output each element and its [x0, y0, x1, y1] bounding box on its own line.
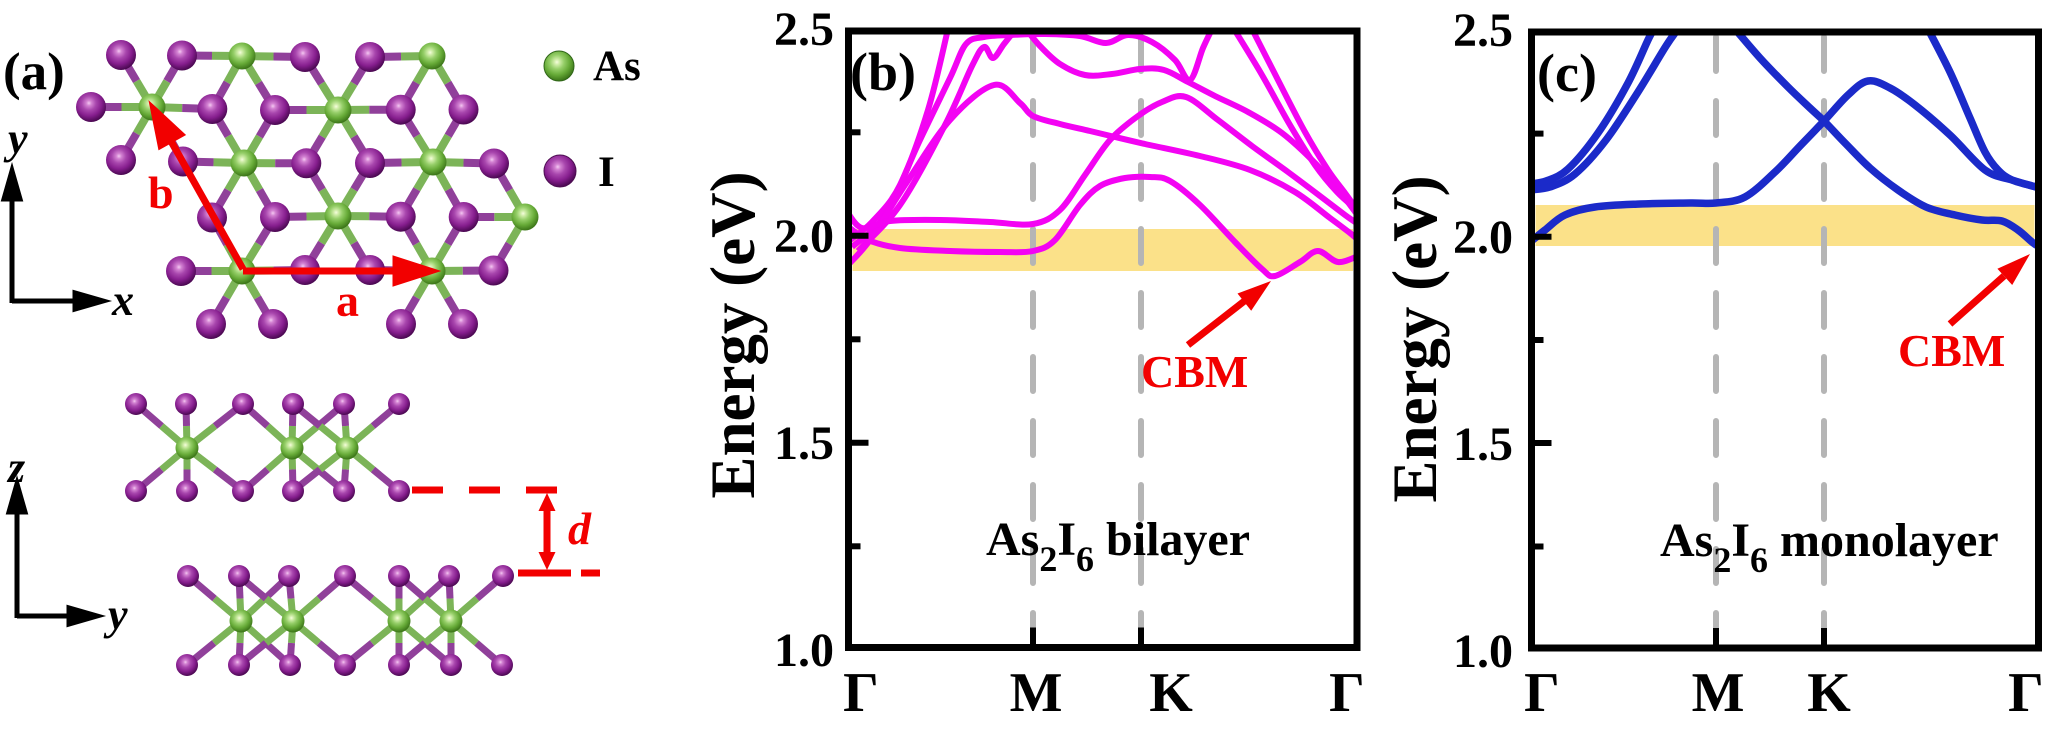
svg-text:Γ: Γ [843, 662, 879, 724]
svg-text:a: a [336, 275, 359, 326]
svg-text:1.5: 1.5 [1453, 418, 1513, 471]
svg-text:K: K [1807, 662, 1851, 724]
svg-text:(a): (a) [3, 43, 65, 101]
svg-text:Energy (eV): Energy (eV) [698, 171, 768, 498]
svg-text:2.0: 2.0 [1453, 211, 1513, 264]
svg-text:x: x [111, 276, 134, 325]
svg-text:Γ: Γ [2008, 662, 2044, 724]
svg-text:y: y [3, 114, 28, 163]
svg-text:Energy (eV): Energy (eV) [1380, 175, 1450, 502]
svg-text:Γ: Γ [1329, 662, 1365, 724]
svg-text:1.0: 1.0 [1453, 625, 1513, 678]
svg-text:2.5: 2.5 [774, 3, 834, 56]
svg-text:M: M [1692, 662, 1745, 724]
svg-text:1.5: 1.5 [774, 417, 834, 470]
svg-text:I: I [598, 149, 615, 196]
svg-text:K: K [1149, 662, 1193, 724]
svg-text:As: As [593, 43, 641, 90]
svg-text:2.5: 2.5 [1453, 4, 1513, 57]
svg-text:d: d [568, 503, 592, 554]
svg-text:z: z [6, 443, 25, 492]
svg-text:2.0: 2.0 [774, 210, 834, 263]
svg-text:M: M [1010, 662, 1063, 724]
svg-text:(c): (c) [1537, 43, 1597, 103]
svg-text:CBM: CBM [1141, 346, 1248, 397]
svg-text:1.0: 1.0 [774, 624, 834, 677]
svg-text:y: y [103, 590, 128, 639]
svg-text:Γ: Γ [1524, 662, 1560, 724]
svg-text:CBM: CBM [1898, 325, 2005, 376]
svg-text:(b): (b) [850, 42, 916, 102]
svg-text:b: b [148, 167, 174, 218]
